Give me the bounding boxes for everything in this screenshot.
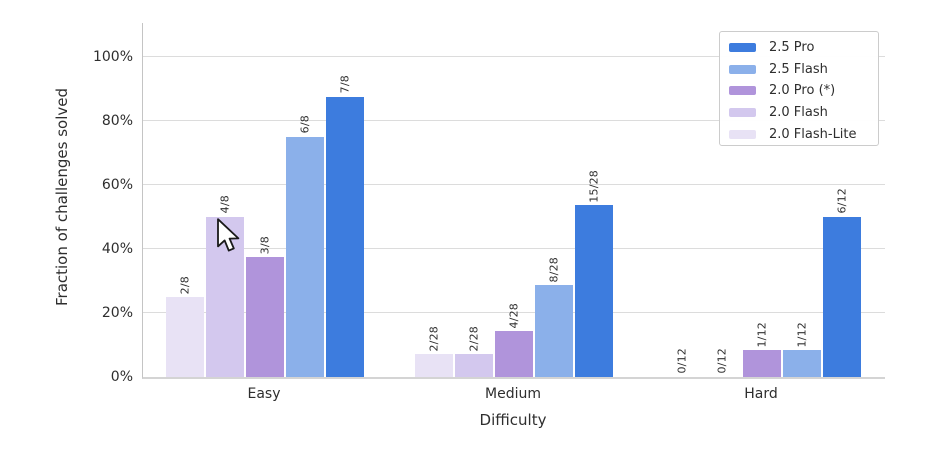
gridline-60 [143,183,885,185]
legend-item-2-0-flash: 2.0 Flash [720,102,878,124]
gridline-20 [143,311,885,313]
gridline-80 [143,119,885,121]
bar-value-label-2-0-pro-medium: 4/28 [507,302,521,329]
bar-value-label-2-0-flash-lite-easy: 2/8 [178,275,192,294]
bar-2-5-flash-hard [783,350,821,377]
bar-value-label-2-0-flash-lite-medium: 2/28 [427,325,441,352]
bar-value-label-2-5-flash-easy: 6/8 [298,115,312,134]
legend-swatch-icon-2-5-pro [729,43,756,53]
bar-2-5-flash-medium [535,285,573,377]
x-tick-label-hard: Hard [744,386,778,402]
bar-value-label-2-5-pro-easy: 7/8 [338,75,352,94]
y-tick-label-60: 60% [101,176,133,193]
bar-value-label-2-5-flash-medium: 8/28 [547,256,561,283]
gridline-100 [143,55,885,57]
x-tick-label-medium: Medium [485,386,541,402]
legend-rows: 2.5 Pro 2.5 Flash 2.0 Pro (*) 2.0 Flash 2.0 … [720,37,878,145]
bar-2-0-flash-medium [455,354,493,377]
bar-value-label-2-5-pro-hard: 6/12 [835,188,849,214]
bar-2-5-flash-easy [286,136,324,377]
y-tick-label-80: 80% [101,112,133,129]
bar-value-label-2-0-flash-medium: 2/28 [467,325,481,352]
legend-label-2-5-pro: 2.5 Pro [769,40,815,56]
gridline-40 [143,247,885,249]
plot-area: 2/8 4/8 3/8 6/8 7/8 2/28 2/28 4/28 8/28 15/28 0/12… [142,23,885,379]
legend-item-2-0-pro: 2.0 Pro (*) [720,80,878,102]
legend-label-2-0-flash: 2.0 Flash [769,105,828,121]
y-tick-label-0: 0% [110,369,133,385]
legend-item-2-5-flash: 2.5 Flash [720,59,878,81]
bar-value-label-2-5-flash-hard: 1/12 [795,321,809,348]
legend-label-2-0-flash-lite: 2.0 Flash-Lite [769,126,857,142]
bar-value-label-2-0-pro-easy: 3/8 [258,235,272,254]
y-tick-label-20: 20% [101,304,133,321]
legend-item-2-5-pro: 2.5 Pro [720,37,878,59]
legend-swatch-icon-2-0-flash-lite [729,129,756,139]
mouse-cursor-icon [217,218,240,252]
x-tick-label-easy: Easy [247,386,281,402]
bar-value-label-2-5-pro-medium: 15/28 [587,169,601,203]
bar-2-0-pro-medium [495,331,533,377]
legend-swatch-icon-2-0-flash [729,108,756,118]
bar-value-label-2-0-flash-hard: 0/12 [715,348,729,374]
bar-2-0-pro-hard [743,350,781,377]
legend-swatch-icon-2-0-pro [729,86,756,96]
bar-2-5-pro-easy [326,96,364,377]
bar-2-0-flash-lite-medium [415,354,453,377]
legend-label-2-0-pro: 2.0 Pro (*) [769,83,836,99]
bar-value-label-2-0-flash-lite-hard: 0/12 [675,348,689,374]
legend-label-2-5-flash: 2.5 Flash [769,61,828,77]
legend-item-2-0-flash-lite: 2.0 Flash-Lite [720,123,878,145]
y-tick-label-100: 100% [92,48,133,65]
y-tick-label-40: 40% [101,240,133,257]
legend: 2.5 Pro 2.5 Flash 2.0 Pro (*) 2.0 Flash 2.0 … [719,31,879,146]
bar-2-5-pro-medium [575,205,613,377]
bar-2-0-flash-lite-easy [166,296,204,377]
bar-2-0-pro-easy [246,256,284,377]
x-axis-title: Difficulty [479,411,547,429]
bar-value-label-2-0-pro-hard: 1/12 [755,321,769,348]
bar-2-5-pro-hard [823,216,861,377]
bar-value-label-2-0-flash-easy: 4/8 [218,195,232,214]
legend-swatch-icon-2-5-flash [729,64,756,74]
